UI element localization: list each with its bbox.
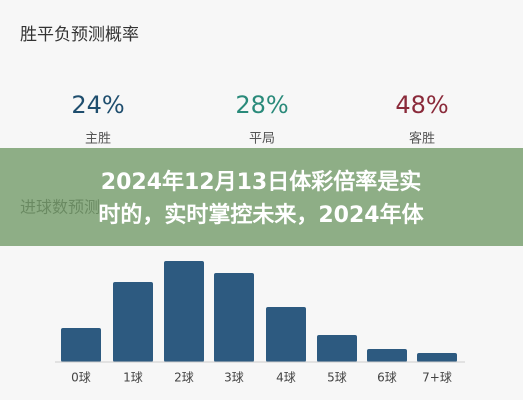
banner-line: 2024年12月13日体彩倍率是实 xyxy=(101,169,421,195)
bar xyxy=(367,349,407,362)
bar xyxy=(266,307,306,362)
x-tick-label: 7+球 xyxy=(422,371,452,385)
stat-label: 平局 xyxy=(249,132,275,147)
x-tick-label: 2球 xyxy=(174,371,194,385)
stat-label: 客胜 xyxy=(409,131,435,147)
x-tick-label: 5球 xyxy=(327,371,347,385)
stat-label: 主胜 xyxy=(85,132,111,147)
x-tick-label: 0球 xyxy=(71,371,91,385)
bar xyxy=(113,282,153,362)
stat-value: 48% xyxy=(395,91,448,119)
banner xyxy=(0,148,523,246)
x-tick-label: 3球 xyxy=(224,371,244,385)
bar xyxy=(214,273,254,362)
x-tick-label: 6球 xyxy=(377,371,397,385)
stat-value: 28% xyxy=(235,91,288,119)
bar xyxy=(417,353,457,362)
bar xyxy=(317,335,357,362)
x-tick-label: 1球 xyxy=(123,371,143,385)
content: 胜平负预测概率24%主胜28%平局48%客胜进球数预测0球1球2球3球4球5球6… xyxy=(20,25,465,385)
bar xyxy=(61,328,101,362)
stat-value: 24% xyxy=(71,91,124,119)
bar xyxy=(164,261,204,362)
banner-line: 时的，实时掌控未来，2024年体 xyxy=(98,202,424,228)
section-title: 胜平负预测概率 xyxy=(20,25,139,45)
x-tick-label: 4球 xyxy=(276,371,296,385)
